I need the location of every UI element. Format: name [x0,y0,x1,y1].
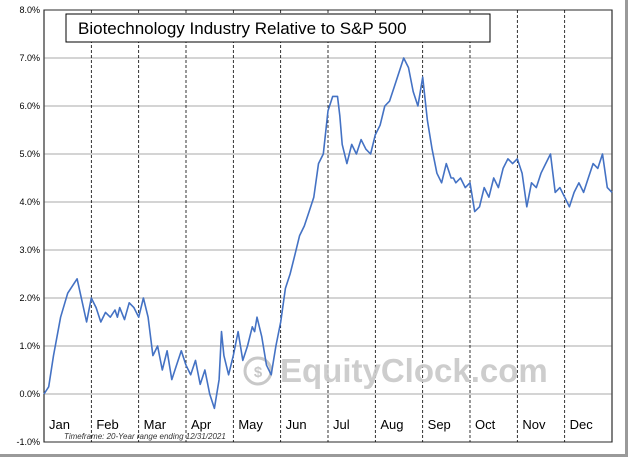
chart-title-box: Biotechnology Industry Relative to S&P 5… [65,13,491,43]
timeframe-footnote: Timeframe: 20-Year range ending 12/31/20… [64,432,226,441]
x-tick-label: Feb [96,417,118,432]
chart-title: Biotechnology Industry Relative to S&P 5… [78,19,407,38]
y-tick-label: 4.0% [19,197,40,207]
y-axis-ticks: 8.0% 7.0% 6.0% 5.0% 4.0% 3.0% 2.0% 1.0% 0.0% -1.0… [16,5,40,447]
y-tick-label: -1.0% [16,437,40,447]
y-tick-label: 7.0% [19,53,40,63]
y-tick-label: 6.0% [19,101,40,111]
x-tick-label: Jun [286,417,307,432]
watermark-logo-icon [243,356,273,386]
x-tick-label: Jul [333,417,350,432]
y-tick-label: 1.0% [19,341,40,351]
x-tick-label: Aug [380,417,403,432]
y-tick-label: 0.0% [19,389,40,399]
x-tick-label: Nov [522,417,546,432]
y-tick-label: 8.0% [19,5,40,15]
x-tick-label: Dec [570,417,594,432]
x-tick-label: May [238,417,263,432]
x-axis-month-labels: Jan Feb Mar Apr May Jun Jul Aug Sep Oct Nov Dec [49,417,593,432]
watermark: $ EquityClock.com [243,352,548,389]
y-tick-label: 5.0% [19,149,40,159]
x-tick-label: Sep [428,417,451,432]
series-line [43,57,613,410]
x-tick-label: Jan [49,417,70,432]
watermark-text: EquityClock.com [280,352,548,389]
x-tick-label: Oct [475,417,496,432]
y-tick-label: 2.0% [19,293,40,303]
x-tick-label: Apr [191,417,212,432]
grid-lines [43,9,613,443]
x-tick-label: Mar [144,417,167,432]
y-tick-label: 3.0% [19,245,40,255]
watermark-logo-letter: $ [254,364,263,381]
